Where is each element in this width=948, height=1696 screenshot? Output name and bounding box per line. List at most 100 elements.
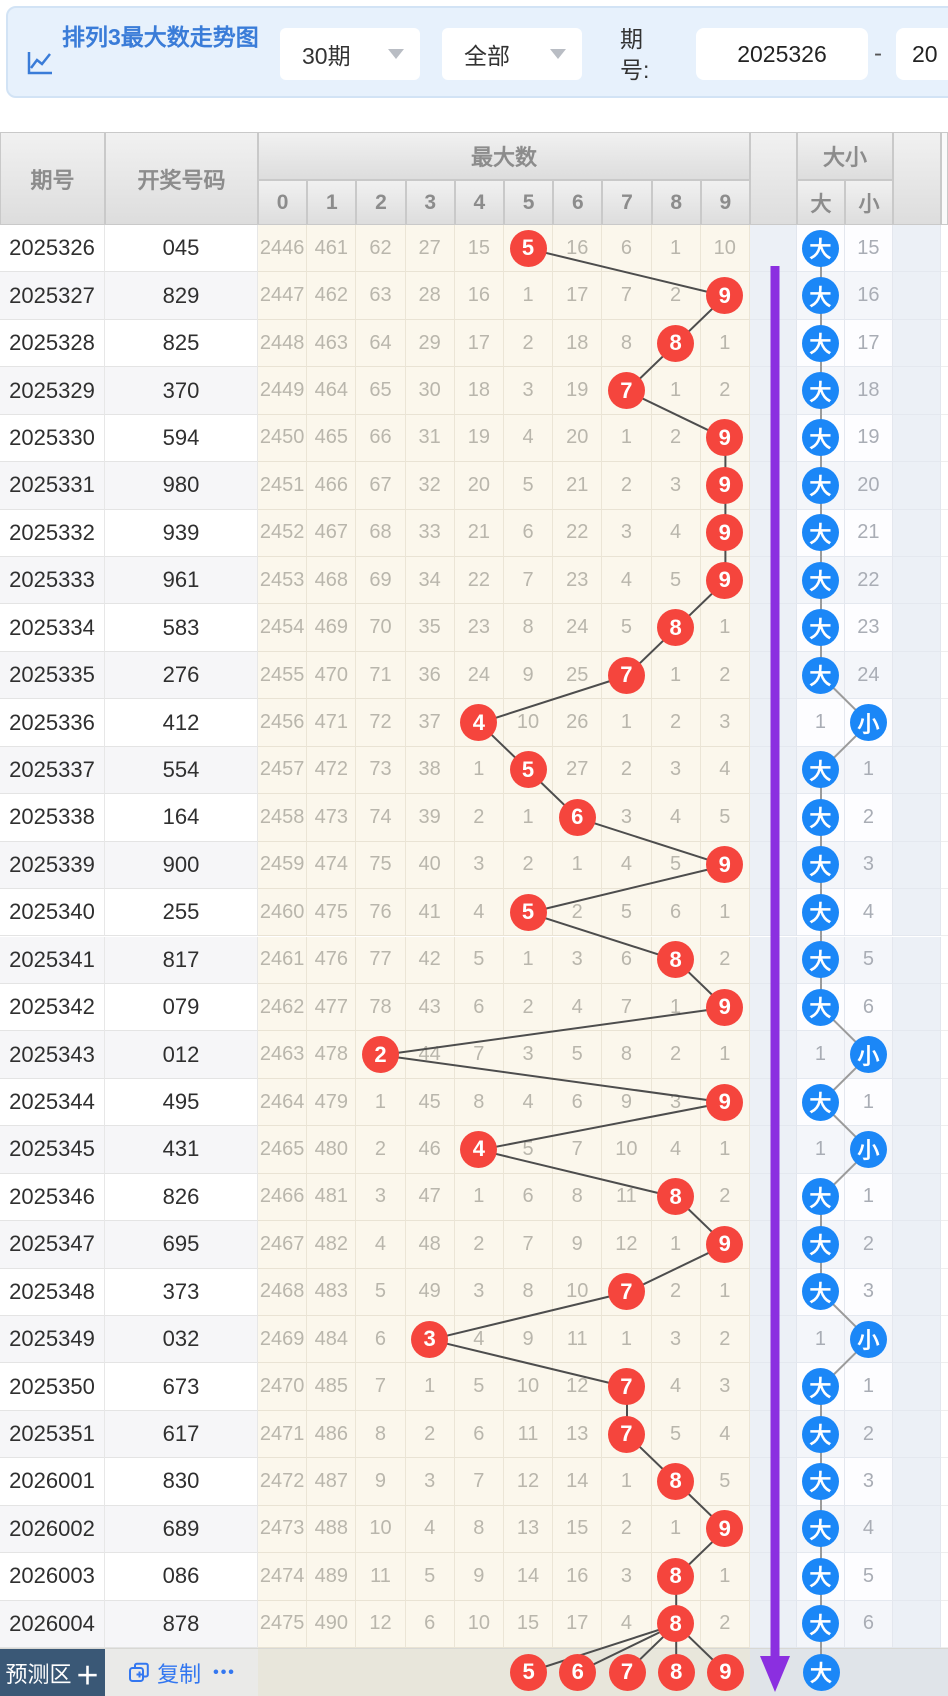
digit-cell-8: 8 bbox=[651, 1600, 701, 1648]
digit-cell-3: 49 bbox=[405, 1268, 455, 1316]
small-cell: 4 bbox=[844, 889, 893, 937]
digit-cell-7: 7 bbox=[602, 367, 652, 415]
digit-cell-4: 4 bbox=[454, 1126, 504, 1174]
arrow-gap-cell bbox=[749, 794, 797, 842]
table-row: 2025329 370 2449 464 65 30 18 3 19 7 1 2 大 18 bbox=[0, 367, 948, 415]
period-from-input[interactable]: 2025326 bbox=[696, 28, 868, 80]
hit-circle: 7 bbox=[607, 656, 645, 694]
period-count-select[interactable]: 30期 bbox=[280, 28, 420, 80]
digit-cell-1: 463 bbox=[307, 319, 357, 368]
col-header-digit-2: 2 bbox=[356, 180, 406, 225]
draw-number-cell: 032 bbox=[105, 1315, 258, 1364]
hit-circle: 9 bbox=[706, 988, 744, 1026]
small-circle: 小 bbox=[849, 1320, 887, 1358]
small-cell: 19 bbox=[844, 414, 893, 463]
digit-cell-2: 68 bbox=[356, 509, 406, 558]
digit-cell-8: 8 bbox=[651, 1458, 701, 1506]
period-cell: 2025340 bbox=[0, 889, 105, 937]
arrow-gap-cell bbox=[749, 1505, 797, 1554]
digit-cell-2: 75 bbox=[356, 841, 406, 890]
gap2-cell bbox=[892, 1173, 941, 1222]
period-to-input[interactable]: 20 bbox=[896, 28, 948, 80]
next-group-sliver-cell bbox=[940, 936, 948, 984]
small-cell: 17 bbox=[844, 319, 893, 368]
gap2-cell bbox=[892, 1315, 941, 1364]
digit-cell-7: 8 bbox=[602, 1031, 652, 1079]
digit-cell-6: 23 bbox=[553, 557, 603, 605]
digit-cell-9: 9 bbox=[700, 557, 750, 605]
digit-cell-8: 3 bbox=[651, 746, 701, 795]
digit-cell-3: 27 bbox=[405, 225, 455, 273]
digit-cell-0: 2470 bbox=[258, 1363, 308, 1411]
digit-cell-1: 469 bbox=[307, 604, 357, 652]
big-cell: 1 bbox=[796, 1126, 845, 1174]
more-options-button[interactable]: ••• bbox=[213, 1664, 236, 1681]
next-group-sliver-cell bbox=[940, 225, 948, 273]
draw-number-cell: 086 bbox=[105, 1553, 258, 1601]
digit-cell-4: 10 bbox=[454, 1600, 504, 1648]
digit-cell-4: 1 bbox=[454, 1173, 504, 1222]
digit-cell-8: 4 bbox=[651, 1126, 701, 1174]
period-cell: 2025343 bbox=[0, 1031, 105, 1079]
digit-cell-7: 6 bbox=[602, 936, 652, 984]
digit-cell-9: 4 bbox=[700, 746, 750, 795]
digit-cell-6: 1 bbox=[553, 841, 603, 890]
digit-cell-4: 8 bbox=[454, 1078, 504, 1127]
digit-cell-8: 8 bbox=[651, 936, 701, 984]
period-cell: 2025341 bbox=[0, 936, 105, 984]
next-group-sliver-cell bbox=[940, 1173, 948, 1222]
copy-icon bbox=[129, 1662, 149, 1682]
predict-zone-button[interactable]: 预测区 ＋ bbox=[0, 1649, 105, 1696]
draw-number-cell: 164 bbox=[105, 794, 258, 842]
digit-cell-1: 481 bbox=[307, 1173, 357, 1222]
next-group-sliver-cell bbox=[940, 1363, 948, 1411]
digit-cell-5: 13 bbox=[503, 1505, 554, 1554]
next-group-sliver-cell bbox=[940, 651, 948, 700]
digit-cell-8: 1 bbox=[651, 1505, 701, 1554]
next-group-sliver-cell bbox=[940, 1410, 948, 1459]
big-circle: 大 bbox=[801, 893, 839, 931]
digit-cell-3: 2 bbox=[405, 1410, 455, 1459]
digit-cell-7: 1 bbox=[602, 1458, 652, 1506]
digit-cell-8: 3 bbox=[651, 1078, 701, 1127]
draw-number-cell: 673 bbox=[105, 1363, 258, 1411]
digit-cell-0: 2457 bbox=[258, 746, 308, 795]
hit-circle: 9 bbox=[706, 1225, 744, 1263]
digit-cell-8: 1 bbox=[651, 1221, 701, 1269]
gap2-cell bbox=[892, 1600, 941, 1648]
col-header-digit-6: 6 bbox=[553, 180, 603, 225]
big-cell: 大 bbox=[796, 1268, 845, 1316]
digit-cell-5: 9 bbox=[503, 651, 554, 700]
digit-cell-5: 1 bbox=[503, 794, 554, 842]
copy-button[interactable]: 复制 bbox=[127, 1657, 201, 1689]
digit-cell-9: 2 bbox=[700, 367, 750, 415]
arrow-gap-cell bbox=[749, 841, 797, 890]
scope-select[interactable]: 全部 bbox=[442, 28, 582, 80]
table-row: 2025327 829 2447 462 63 28 16 1 17 7 2 9 大 16 bbox=[0, 272, 948, 320]
digit-cell-0: 2475 bbox=[258, 1600, 308, 1648]
digit-cell-6: 10 bbox=[553, 1268, 603, 1316]
draw-number-cell: 554 bbox=[105, 746, 258, 795]
big-circle: 大 bbox=[801, 609, 839, 647]
digit-cell-5: 2 bbox=[503, 841, 554, 890]
big-circle: 大 bbox=[801, 846, 839, 884]
digit-cell-1: 486 bbox=[307, 1410, 357, 1459]
period-cell: 2026002 bbox=[0, 1505, 105, 1554]
arrow-gap-cell bbox=[749, 225, 797, 273]
big-circle: 大 bbox=[801, 372, 839, 409]
gap2-cell bbox=[892, 1505, 941, 1554]
hit-circle: 3 bbox=[411, 1320, 449, 1358]
digit-cell-6: 14 bbox=[553, 1458, 603, 1506]
digit-cell-1: 479 bbox=[307, 1078, 357, 1127]
col-header-digit-4: 4 bbox=[454, 180, 504, 225]
hit-circle: 7 bbox=[607, 372, 645, 409]
arrow-gap-cell bbox=[749, 1268, 797, 1316]
digit-cell-6: 3 bbox=[553, 936, 603, 984]
digit-cell-4: 19 bbox=[454, 414, 504, 463]
period-count-value: 30期 bbox=[302, 43, 351, 69]
digit-cell-9: 5 bbox=[700, 794, 750, 842]
arrow-gap-cell bbox=[749, 462, 797, 510]
small-cell: 23 bbox=[844, 604, 893, 652]
digit-cell-2: 5 bbox=[356, 1268, 406, 1316]
digit-cell-0: 2464 bbox=[258, 1078, 308, 1127]
